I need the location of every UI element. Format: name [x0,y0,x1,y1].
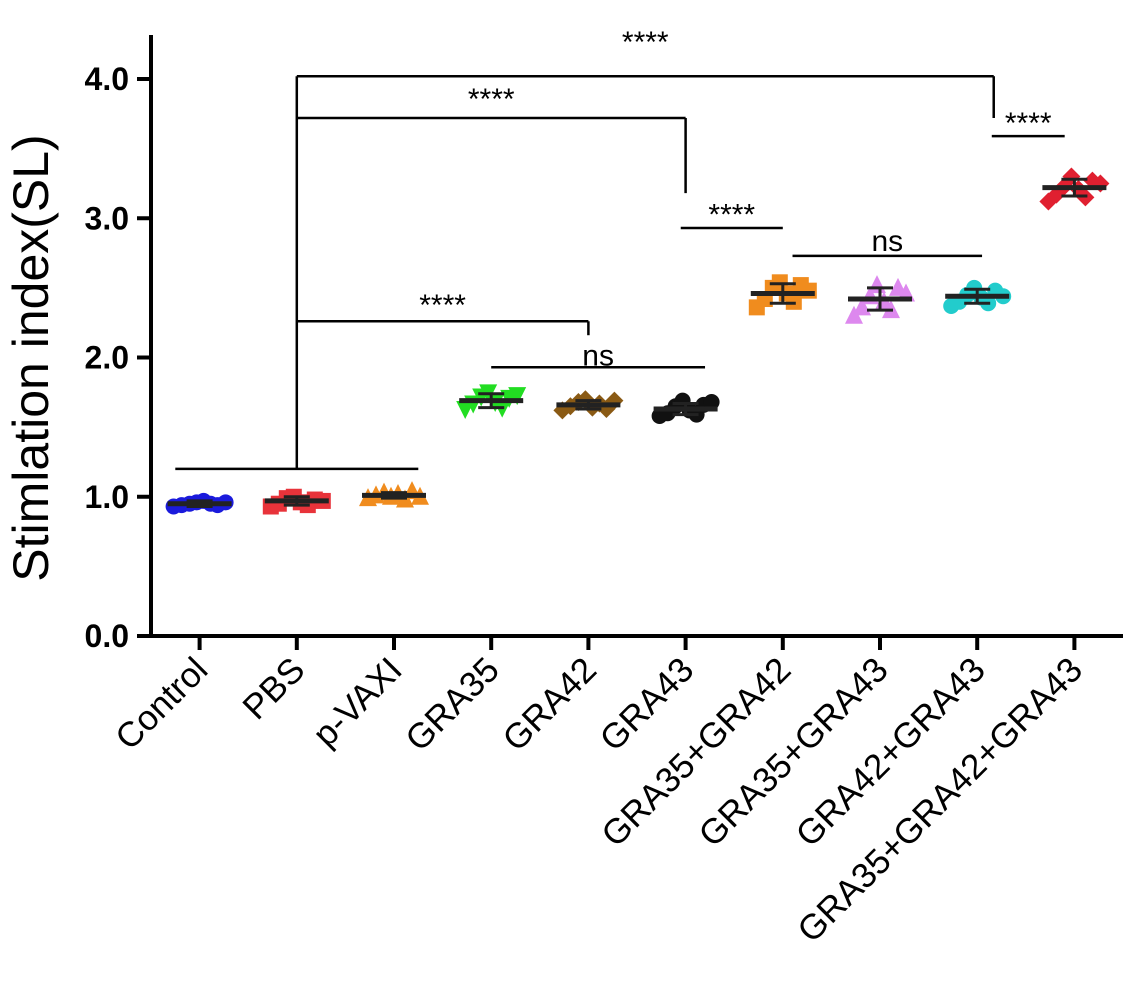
data-point [853,297,871,316]
x-category-label: GRA35 [398,650,507,759]
significance-label: **** [708,199,755,232]
y-ticks: 0.0 1.0 2.0 3.0 4.0 [85,61,151,654]
y-tick-label: 0.0 [85,618,129,654]
data-points [165,167,1110,515]
significance-annotations: **** **** **** **** **** ns ns [175,26,1065,471]
x-category-label: GRA42 [495,650,604,759]
significance-label: ns [582,339,614,372]
y-tick-label: 3.0 [85,200,129,236]
y-axis-title: Stimlation index(SL) [3,134,59,581]
x-category-label: Control [108,650,215,757]
y-tick-label: 2.0 [85,340,129,376]
data-point [508,387,527,406]
x-category-label: p-VAXI [306,650,410,754]
significance-label: **** [468,83,515,116]
y-tick-label: 1.0 [85,479,129,515]
significance-label: **** [622,26,669,59]
data-point [703,394,720,411]
x-ticks: Control PBSp-VAXIGRA35GRA42GRA43GRA35+GRA… [108,636,1090,950]
error-bars [167,177,1107,508]
significance-label: ns [871,225,903,258]
significance-label: **** [419,289,466,322]
significance-label: **** [1005,107,1052,140]
x-category-label: PBS [235,650,312,727]
data-point [868,275,886,294]
axes [149,35,1123,638]
data-point [800,282,817,299]
y-tick-label: 4.0 [85,61,129,97]
